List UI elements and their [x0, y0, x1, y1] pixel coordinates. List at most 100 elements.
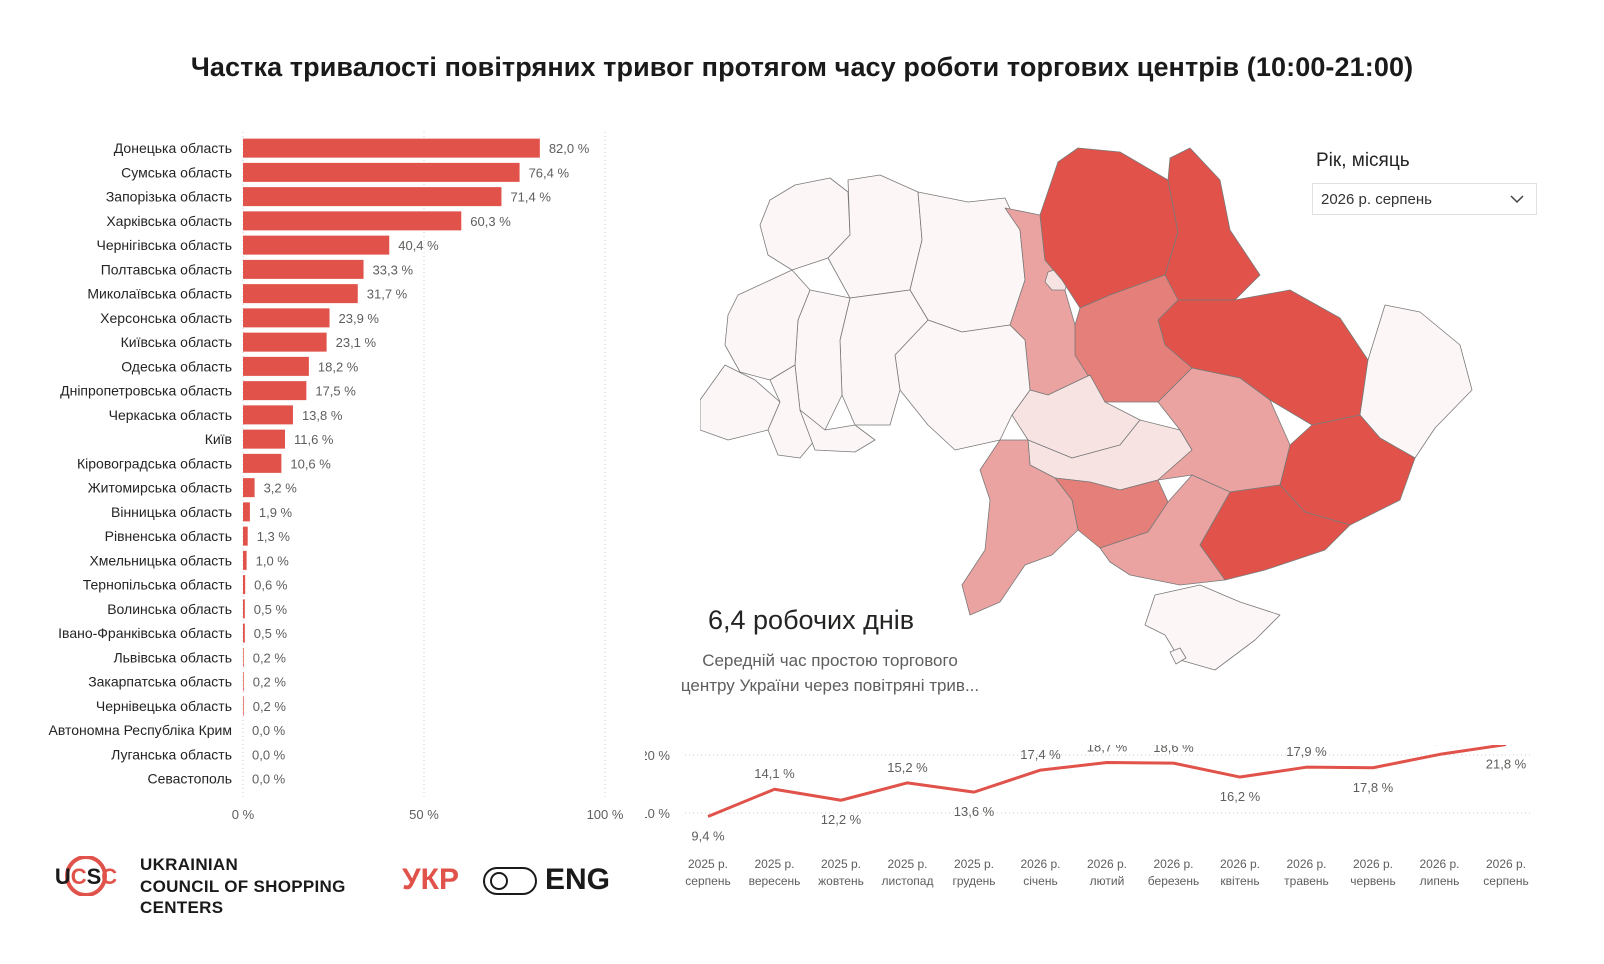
line-xtick-year: 2026 р. [1286, 857, 1326, 871]
bar-category-label: Луганська область [111, 746, 232, 762]
map-region-vinnytsia[interactable] [894, 319, 1031, 451]
line-xtick-month: липень [1420, 874, 1460, 888]
toggle-knob [490, 872, 508, 890]
line-xtick-year: 2025 р. [887, 857, 927, 871]
bar[interactable] [243, 138, 540, 158]
bar[interactable] [243, 211, 462, 231]
bar-value-label: 23,9 % [339, 311, 380, 326]
line-ytick-label: 10 % [645, 806, 670, 821]
bar[interactable] [243, 672, 244, 692]
map-region-chernivtsi[interactable] [799, 409, 876, 453]
bar[interactable] [243, 162, 520, 182]
chevron-down-icon [1510, 195, 1524, 204]
bar[interactable] [243, 284, 358, 304]
series-line[interactable] [707, 745, 1507, 818]
bar-value-label: 0,0 % [252, 772, 286, 787]
bar-value-label: 60,3 % [470, 214, 511, 229]
line-value-label: 16,2 % [1220, 789, 1261, 804]
bar-category-label: Тернопільська область [83, 577, 232, 593]
bar[interactable] [243, 259, 364, 279]
line-xtick-month: січень [1023, 874, 1057, 888]
bar-category-label: Чернігівська область [97, 237, 232, 253]
bar-category-label: Івано-Франківська область [58, 625, 232, 641]
bar[interactable] [243, 502, 250, 522]
bar[interactable] [243, 647, 244, 667]
bar-value-label: 31,7 % [367, 287, 408, 302]
bar[interactable] [243, 381, 307, 401]
bar-value-label: 71,4 % [510, 190, 551, 205]
line-xtick-month: березень [1148, 874, 1199, 888]
ukraine-choropleth-map [700, 147, 1473, 671]
map-region-sevastopol[interactable] [1169, 647, 1187, 665]
bar-value-label: 11,6 % [294, 432, 334, 447]
month-select-value: 2026 р. серпень [1321, 191, 1432, 208]
map-region-zhytomyr[interactable] [909, 191, 1026, 333]
line-value-label: 17,4 % [1020, 747, 1061, 762]
bar-value-label: 0,5 % [254, 626, 288, 641]
bar[interactable] [243, 575, 246, 595]
month-select[interactable]: 2026 р. серпень [1312, 183, 1537, 215]
bar-category-label: Севастополь [147, 771, 232, 787]
bar[interactable] [243, 599, 245, 619]
map-region-sumy[interactable] [1164, 147, 1261, 301]
logo-letter: U [55, 864, 71, 889]
map-region-ivano-frankivsk[interactable] [767, 364, 816, 459]
bar[interactable] [243, 308, 330, 328]
bar[interactable] [243, 453, 282, 473]
kpi-description-line1: Середній час простою торгового [702, 651, 958, 670]
bar[interactable] [243, 478, 255, 498]
bar[interactable] [243, 235, 390, 255]
line-xtick-month: вересень [749, 874, 801, 888]
line-xtick-month: жовтень [818, 874, 864, 888]
bar-value-label: 40,4 % [398, 238, 439, 253]
line-xtick-month: червень [1350, 874, 1395, 888]
kpi-description: Середній час простою торгового центру Ук… [650, 648, 1010, 698]
map-region-crimea[interactable] [1144, 584, 1281, 671]
bar-category-label: Вінницька область [111, 504, 232, 520]
line-xtick-year: 2025 р. [821, 857, 861, 871]
lang-eng-button[interactable]: ENG [545, 863, 611, 896]
filter-label: Рік, місяць [1316, 150, 1410, 171]
bar-value-label: 0,2 % [253, 699, 287, 714]
line-xtick-year: 2025 р. [954, 857, 994, 871]
bar[interactable] [243, 356, 309, 376]
line-value-label: 17,8 % [1353, 780, 1394, 795]
map-region-kherson[interactable] [1099, 474, 1231, 586]
line-value-label: 17,9 % [1286, 745, 1327, 759]
bar[interactable] [243, 526, 248, 546]
bar-xtick-label: 0 % [232, 807, 255, 822]
line-xtick-year: 2026 р. [1353, 857, 1393, 871]
line-value-label: 14,1 % [754, 766, 795, 781]
map-region-volyn[interactable] [759, 177, 851, 271]
brand-name: UKRAINIAN COUNCIL OF SHOPPING CENTERS [140, 854, 346, 919]
bar-value-label: 17,5 % [315, 384, 356, 399]
bar-value-label: 33,3 % [373, 262, 414, 277]
bar[interactable] [243, 550, 247, 570]
bar-category-label: Донецька область [114, 140, 232, 156]
bar-category-label: Чернівецька область [96, 698, 232, 714]
bar-category-label: Рівненська область [105, 528, 232, 544]
regions-bar-chart: 0 % 50 % 100 % Донецька область 82,0 % Сумськ… [49, 132, 624, 822]
line-xtick-year: 2026 р. [1153, 857, 1193, 871]
bar-value-label: 0,6 % [254, 578, 288, 593]
language-toggle[interactable] [483, 867, 537, 895]
line-xtick-year: 2026 р. [1419, 857, 1459, 871]
bar[interactable] [243, 405, 293, 425]
bar-category-label: Черкаська область [109, 407, 232, 423]
line-value-label: 20,1 % [1419, 745, 1460, 746]
bar[interactable] [243, 696, 244, 716]
line-xtick-month: квітень [1220, 874, 1259, 888]
bar[interactable] [243, 332, 327, 352]
map-region-odesa[interactable] [961, 439, 1079, 616]
lang-ukr-button[interactable]: УКР [402, 863, 459, 896]
bar-value-label: 0,2 % [253, 675, 287, 690]
brand-line2: COUNCIL OF SHOPPING [140, 876, 346, 896]
bar[interactable] [243, 187, 502, 207]
bar-category-label: Хмельницька область [89, 552, 232, 568]
line-value-label: 15,2 % [887, 760, 928, 775]
line-xtick-year: 2026 р. [1020, 857, 1060, 871]
bar[interactable] [243, 623, 245, 643]
line-xtick-year: 2025 р. [754, 857, 794, 871]
line-xtick-month: травень [1284, 874, 1329, 888]
bar[interactable] [243, 429, 285, 449]
